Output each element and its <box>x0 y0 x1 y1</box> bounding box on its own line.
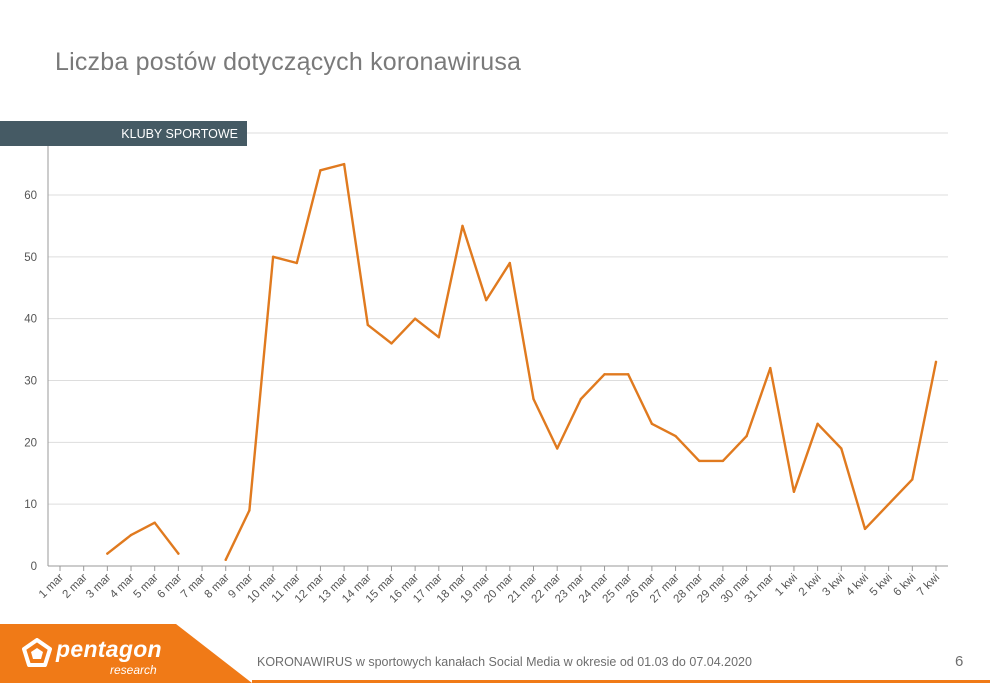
data-point <box>366 323 369 327</box>
data-point <box>129 533 133 537</box>
logo-name: pentagon <box>56 636 162 662</box>
page-title: Liczba postów dotyczących koronawirusa <box>55 48 522 76</box>
footer-underline <box>252 680 990 683</box>
data-point <box>769 366 772 370</box>
data-point <box>863 527 867 531</box>
page-number: 6 <box>955 653 964 670</box>
data-point <box>271 255 275 259</box>
data-point <box>887 502 890 506</box>
series-tab-label: KLUBY SPORTOWE <box>121 127 238 141</box>
x-tick-label: 8 mar <box>203 572 232 601</box>
data-point <box>555 447 559 450</box>
pentagon-logo: pentagon research <box>22 636 182 680</box>
data-point <box>745 434 748 438</box>
data-point <box>295 261 298 265</box>
x-tick-label: 3 mar <box>84 572 113 601</box>
x-tick-label: 5 kwi <box>868 572 895 599</box>
data-point <box>413 317 417 320</box>
x-tick-label: 5 mar <box>132 572 161 601</box>
series-line-group <box>106 162 938 562</box>
data-point <box>650 422 654 425</box>
data-point <box>579 397 583 401</box>
series-line <box>224 162 938 561</box>
data-point <box>484 298 488 302</box>
x-tick-label: 3 kwi <box>820 572 847 599</box>
data-point <box>437 336 441 339</box>
data-point <box>319 169 322 172</box>
y-tick-label: 40 <box>24 314 37 326</box>
series-line <box>106 521 180 555</box>
data-point <box>721 459 725 463</box>
data-point <box>934 360 938 364</box>
data-point <box>390 342 393 345</box>
data-point <box>911 478 914 481</box>
x-tick-label: 6 mar <box>155 572 184 601</box>
data-point <box>698 459 701 463</box>
logo-subtitle: research <box>110 663 157 677</box>
data-point <box>674 434 677 438</box>
y-tick-label: 20 <box>24 437 37 449</box>
x-tick-label: 1 mar <box>37 572 66 601</box>
data-point <box>508 261 512 265</box>
data-point <box>603 373 606 376</box>
data-point <box>461 224 464 228</box>
y-tick-label: 50 <box>24 252 37 264</box>
footer-orange-block <box>0 624 252 683</box>
pentagon-logo-icon <box>22 638 52 667</box>
x-tick-label: 6 kwi <box>891 572 918 599</box>
y-tick-label: 60 <box>24 190 37 202</box>
data-point <box>816 422 819 425</box>
data-point <box>342 162 346 166</box>
data-point <box>177 552 180 555</box>
data-point <box>248 509 251 512</box>
data-point <box>153 521 156 524</box>
x-tick-label: 7 mar <box>179 572 208 601</box>
footer-bar <box>0 624 990 683</box>
x-tick-label: 1 kwi <box>773 572 800 599</box>
y-tick-label: 0 <box>31 561 37 573</box>
y-tick-label: 30 <box>24 376 37 388</box>
footer-caption: KORONAWIRUS w sportowych kanałach Social… <box>257 655 752 669</box>
y-tick-label: 10 <box>24 499 37 511</box>
y-tick-labels: 0 10 20 30 40 50 60 <box>24 190 37 573</box>
x-tick-label: 2 mar <box>61 572 90 601</box>
data-point <box>106 552 109 555</box>
grid-lines <box>48 132 948 505</box>
data-point <box>840 447 843 450</box>
data-point <box>627 373 630 376</box>
x-tick-label: 4 mar <box>108 572 137 601</box>
x-tick-label: 2 kwi <box>797 572 824 599</box>
axes <box>47 146 948 571</box>
x-tick-label: 4 kwi <box>844 572 871 599</box>
x-tick-label: 7 kwi <box>915 572 942 599</box>
data-point <box>532 397 535 401</box>
series-tab-background <box>0 121 247 146</box>
series-tab: KLUBY SPORTOWE <box>0 121 247 146</box>
data-point <box>792 490 796 493</box>
data-point <box>224 558 227 562</box>
